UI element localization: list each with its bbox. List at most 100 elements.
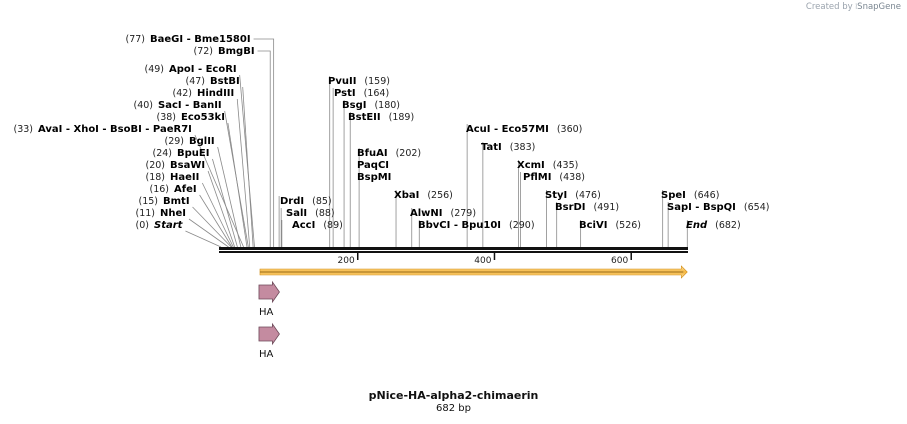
enzyme-name[interactable]: BspMI: [357, 172, 391, 183]
enzyme-name[interactable]: Eco53kI: [181, 112, 225, 123]
enzyme-site[interactable]: Start (0): [136, 220, 184, 231]
enzyme-name[interactable]: BbvCI - Bpu10I: [418, 220, 501, 231]
feature-track[interactable]: HA HA: [258, 280, 280, 360]
enzyme-site[interactable]: ApoI - EcoRI (49): [144, 64, 236, 75]
enzyme-site[interactable]: BstEII (189): [348, 112, 414, 123]
enzyme-name[interactable]: BsrDI: [555, 202, 586, 213]
leader-line: [188, 218, 229, 248]
enzyme-labels[interactable]: BaeGI - Bme1580I (77) BmgBI (72) ApoI - EcoR…: [13, 34, 769, 231]
sequence-backbone[interactable]: [219, 247, 688, 253]
enzyme-name[interactable]: BmgBI: [218, 46, 255, 57]
enzyme-site[interactable]: DrdI (85): [280, 196, 332, 207]
enzyme-site[interactable]: BstBI (47): [185, 76, 239, 87]
enzyme-site[interactable]: BpuEI (24): [152, 148, 209, 159]
cut-position: (20): [145, 160, 165, 171]
enzyme-site[interactable]: AcuI - Eco57MI (360): [466, 124, 582, 135]
enzyme-site[interactable]: SacI - BanII (40): [133, 100, 221, 111]
enzyme-name[interactable]: BaeGI - Bme1580I: [150, 34, 251, 45]
enzyme-name[interactable]: DrdI: [280, 196, 304, 207]
enzyme-site[interactable]: SapI - BspQI (654): [667, 202, 769, 213]
enzyme-site[interactable]: BspMI: [357, 172, 391, 183]
enzyme-name[interactable]: AccI: [292, 220, 315, 231]
enzyme-site[interactable]: HindIII (42): [172, 88, 234, 99]
enzyme-site[interactable]: BsgI (180): [342, 100, 400, 111]
enzyme-site[interactable]: TatI (383): [481, 142, 535, 153]
enzyme-name[interactable]: XbaI: [394, 190, 419, 201]
snapgene-credit: Created by ⧘SnapGene: [806, 2, 901, 12]
enzyme-site[interactable]: PflMI (438): [523, 172, 585, 183]
enzyme-site[interactable]: AvaI - XhoI - BsoBI - PaeR7I (33): [13, 124, 191, 135]
enzyme-name[interactable]: AlwNI: [410, 208, 443, 219]
enzyme-name[interactable]: BstEII: [348, 112, 381, 123]
enzyme-name[interactable]: PstI: [334, 88, 356, 99]
enzyme-site[interactable]: BglII (29): [164, 136, 214, 147]
enzyme-site[interactable]: PaqCI: [357, 160, 389, 171]
enzyme-site[interactable]: Eco53kI (38): [156, 112, 224, 123]
enzyme-name[interactable]: SacI - BanII: [158, 100, 222, 111]
enzyme-site[interactable]: End (682): [686, 220, 741, 231]
enzyme-name[interactable]: BglII: [189, 136, 215, 147]
enzyme-site[interactable]: NheI (11): [135, 208, 186, 219]
enzyme-name[interactable]: HindIII: [197, 88, 234, 99]
enzyme-site[interactable]: SalI (88): [286, 208, 335, 219]
leader-line: [199, 194, 233, 248]
enzyme-site[interactable]: PstI (164): [334, 88, 389, 99]
enzyme-name[interactable]: NheI: [160, 208, 186, 219]
feature-ha[interactable]: HA: [258, 322, 280, 360]
orf-arrow[interactable]: [259, 265, 688, 279]
leader-line: [217, 146, 242, 248]
feature-ha[interactable]: HA: [258, 280, 280, 318]
enzyme-name[interactable]: PvuII: [328, 76, 356, 87]
feature-label: HA: [259, 307, 274, 318]
enzyme-site[interactable]: HaeII (18): [145, 172, 199, 183]
enzyme-name[interactable]: End: [686, 220, 708, 231]
credit-brand: SnapGene: [857, 2, 901, 12]
enzyme-name[interactable]: AcuI - Eco57MI: [466, 124, 549, 135]
enzyme-name[interactable]: StyI: [545, 190, 567, 201]
enzyme-site[interactable]: BciVI (526): [579, 220, 641, 231]
enzyme-name[interactable]: BsgI: [342, 100, 366, 111]
enzyme-name[interactable]: SalI: [286, 208, 307, 219]
cut-position: (476): [575, 190, 601, 201]
enzyme-site[interactable]: XbaI (256): [394, 190, 453, 201]
enzyme-name[interactable]: BmtI: [163, 196, 190, 207]
enzyme-site[interactable]: BmgBI (72): [193, 46, 254, 57]
enzyme-name[interactable]: BciVI: [579, 220, 607, 231]
enzyme-name[interactable]: BsaWI: [170, 160, 205, 171]
enzyme-site[interactable]: BbvCI - Bpu10I (290): [418, 220, 535, 231]
enzyme-site[interactable]: XcmI (435): [517, 160, 578, 171]
cut-position: (16): [149, 184, 169, 195]
enzyme-name[interactable]: AvaI - XhoI - BsoBI - PaeR7I: [38, 124, 192, 135]
enzyme-site[interactable]: BsaWI (20): [145, 160, 205, 171]
feature-arrow-shape[interactable]: [258, 280, 280, 304]
cut-position: (202): [396, 148, 422, 159]
enzyme-name[interactable]: BfuAI: [357, 148, 388, 159]
map-title: pNice-HA-alpha2-chimaerin: [368, 389, 539, 402]
enzyme-name[interactable]: BstBI: [210, 76, 240, 87]
enzyme-site[interactable]: AfeI (16): [149, 184, 196, 195]
enzyme-site[interactable]: AlwNI (279): [410, 208, 476, 219]
enzyme-name[interactable]: ApoI - EcoRI: [169, 64, 237, 75]
leader-line: [257, 50, 271, 247]
enzyme-site[interactable]: BmtI (15): [138, 196, 189, 207]
cut-position: (256): [427, 190, 453, 201]
enzyme-site[interactable]: BfuAI (202): [357, 148, 421, 159]
enzyme-name[interactable]: BpuEI: [177, 148, 209, 159]
enzyme-site[interactable]: BaeGI - Bme1580I (77): [125, 34, 250, 45]
leader-line: [192, 206, 232, 248]
enzyme-name[interactable]: PaqCI: [357, 160, 389, 171]
enzyme-site[interactable]: BsrDI (491): [555, 202, 619, 213]
enzyme-site[interactable]: SpeI (646): [661, 190, 719, 201]
feature-arrow-shape[interactable]: [258, 322, 280, 346]
enzyme-name[interactable]: SpeI: [661, 190, 686, 201]
enzyme-name[interactable]: TatI: [481, 142, 502, 153]
enzyme-name[interactable]: XcmI: [517, 160, 545, 171]
enzyme-name[interactable]: HaeII: [170, 172, 199, 183]
enzyme-name[interactable]: AfeI: [174, 184, 197, 195]
enzyme-name[interactable]: PflMI: [523, 172, 551, 183]
enzyme-name[interactable]: SapI - BspQI: [667, 202, 736, 213]
enzyme-site[interactable]: AccI (89): [292, 220, 343, 231]
enzyme-site[interactable]: PvuII (159): [328, 76, 390, 87]
enzyme-name[interactable]: Start: [154, 220, 184, 231]
enzyme-site[interactable]: StyI (476): [545, 190, 601, 201]
